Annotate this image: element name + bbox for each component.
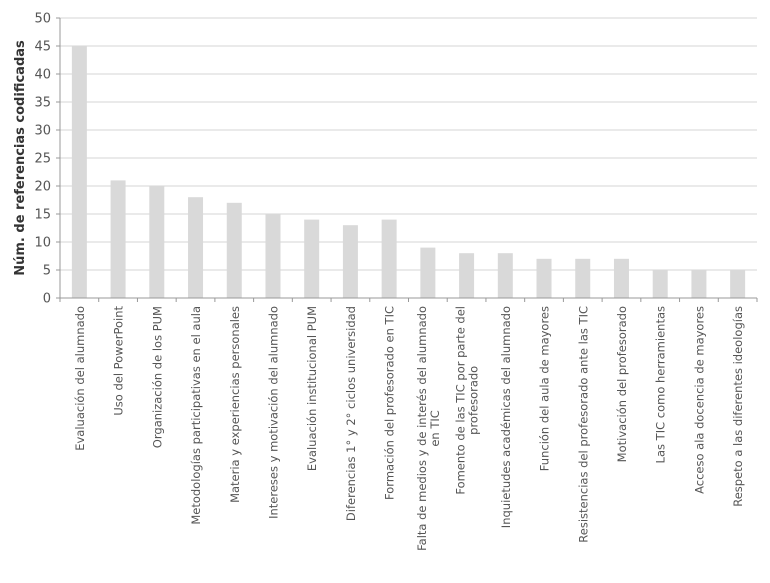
x-tick-label: Falta de medios y de interés del alumnad… bbox=[415, 306, 442, 551]
x-tick-label-line: Fomento de las TIC por parte del bbox=[454, 306, 468, 495]
bar bbox=[342, 225, 358, 298]
x-tick-label: Uso del PowerPoint bbox=[112, 306, 126, 416]
bar bbox=[265, 214, 281, 298]
x-tick-label-line: en TIC bbox=[428, 410, 442, 446]
y-tick-label: 40 bbox=[34, 68, 51, 83]
x-tick-label: Motivación del profesorado bbox=[615, 306, 629, 462]
x-tick-label: Materia y experiencias personales bbox=[228, 306, 242, 503]
axes bbox=[56, 17, 758, 302]
x-tick-label-line: Metodologías participativas en el aula bbox=[189, 306, 203, 525]
bar bbox=[730, 270, 746, 298]
y-tick-label: 50 bbox=[34, 12, 51, 27]
x-tick-label-line: Materia y experiencias personales bbox=[228, 306, 242, 503]
y-tick-label: 20 bbox=[34, 180, 51, 195]
x-tick-label: Inquietudes académicas del alumnado bbox=[499, 306, 513, 528]
bar bbox=[691, 270, 707, 298]
x-tick-label-line: Falta de medios y de interés del alumnad… bbox=[415, 306, 429, 551]
bars bbox=[71, 46, 746, 298]
y-tick-label: 30 bbox=[34, 124, 51, 139]
tick-labels: 0 5 10 15 20 25 30 35 40 45 50 Evaluación del alumn… bbox=[34, 12, 745, 551]
bar bbox=[497, 253, 513, 298]
x-tick-label: Acceso ala docencia de mayores bbox=[692, 306, 706, 494]
bar bbox=[575, 258, 591, 298]
bar bbox=[188, 197, 204, 298]
bar bbox=[459, 253, 475, 298]
bar bbox=[304, 219, 320, 298]
x-tick-label-line: Evaluación del alumnado bbox=[73, 306, 87, 451]
y-tick-label: 10 bbox=[34, 236, 51, 251]
x-tick-label-line: Respeto a las diferentes ideologías bbox=[731, 306, 745, 507]
x-tick-label: Formación del profesorado en TIC bbox=[383, 306, 397, 500]
x-tick-label: Evaluación institucional PUM bbox=[305, 306, 319, 471]
x-tick-label: Las TIC como herramientas bbox=[654, 306, 668, 463]
bar bbox=[110, 180, 126, 298]
x-tick-label-line: Acceso ala docencia de mayores bbox=[692, 306, 706, 494]
bar bbox=[226, 202, 242, 298]
bar bbox=[71, 46, 87, 298]
x-tick-label-line: Uso del PowerPoint bbox=[112, 306, 126, 416]
x-tick-label-line: Intereses y motivación del alumnado bbox=[266, 306, 280, 519]
bar bbox=[613, 258, 629, 298]
x-tick-label: Metodologías participativas en el aula bbox=[189, 306, 203, 525]
x-tick-label: Intereses y motivación del alumnado bbox=[266, 306, 280, 519]
x-tick-label-line: Las TIC como herramientas bbox=[654, 306, 668, 463]
x-tick-label-line: Resistencias del profesorado ante las TI… bbox=[576, 306, 590, 543]
x-tick-label-line: Diferencias 1° y 2° ciclos universidad bbox=[344, 306, 358, 521]
y-tick-label: 15 bbox=[34, 208, 51, 223]
x-tick-label: Evaluación del alumnado bbox=[73, 306, 87, 451]
x-tick-label: Respeto a las diferentes ideologías bbox=[731, 306, 745, 507]
x-tick-label-line: Formación del profesorado en TIC bbox=[383, 306, 397, 500]
x-tick-label-line: Evaluación institucional PUM bbox=[305, 306, 319, 471]
x-tick-label: Función del aula de mayores bbox=[538, 306, 552, 471]
bar bbox=[652, 270, 668, 298]
bar bbox=[536, 258, 552, 298]
x-tick-label: Fomento de las TIC por parte del profesor… bbox=[454, 306, 481, 495]
x-tick-label-line: Organización de los PUM bbox=[150, 306, 164, 448]
y-axis-label: Núm. de referencias codificadas bbox=[13, 40, 28, 276]
y-tick-label: 0 bbox=[43, 292, 51, 307]
bar bbox=[381, 219, 397, 298]
bar bbox=[420, 247, 436, 298]
x-tick-label-line: profesorado bbox=[467, 366, 481, 435]
x-tick-label: Diferencias 1° y 2° ciclos universidad bbox=[344, 306, 358, 521]
x-tick-label-line: Inquietudes académicas del alumnado bbox=[499, 306, 513, 528]
y-tick-label: 5 bbox=[43, 264, 51, 279]
x-tick-label-line: Función del aula de mayores bbox=[538, 306, 552, 471]
bar bbox=[149, 186, 165, 298]
gridlines bbox=[60, 17, 757, 271]
y-tick-label: 25 bbox=[34, 152, 51, 167]
x-tick-label: Resistencias del profesorado ante las TI… bbox=[576, 306, 590, 543]
y-tick-label: 45 bbox=[34, 40, 51, 55]
x-tick-label: Organización de los PUM bbox=[150, 306, 164, 448]
x-tick-label-line: Motivación del profesorado bbox=[615, 306, 629, 462]
y-tick-label: 35 bbox=[34, 96, 51, 111]
